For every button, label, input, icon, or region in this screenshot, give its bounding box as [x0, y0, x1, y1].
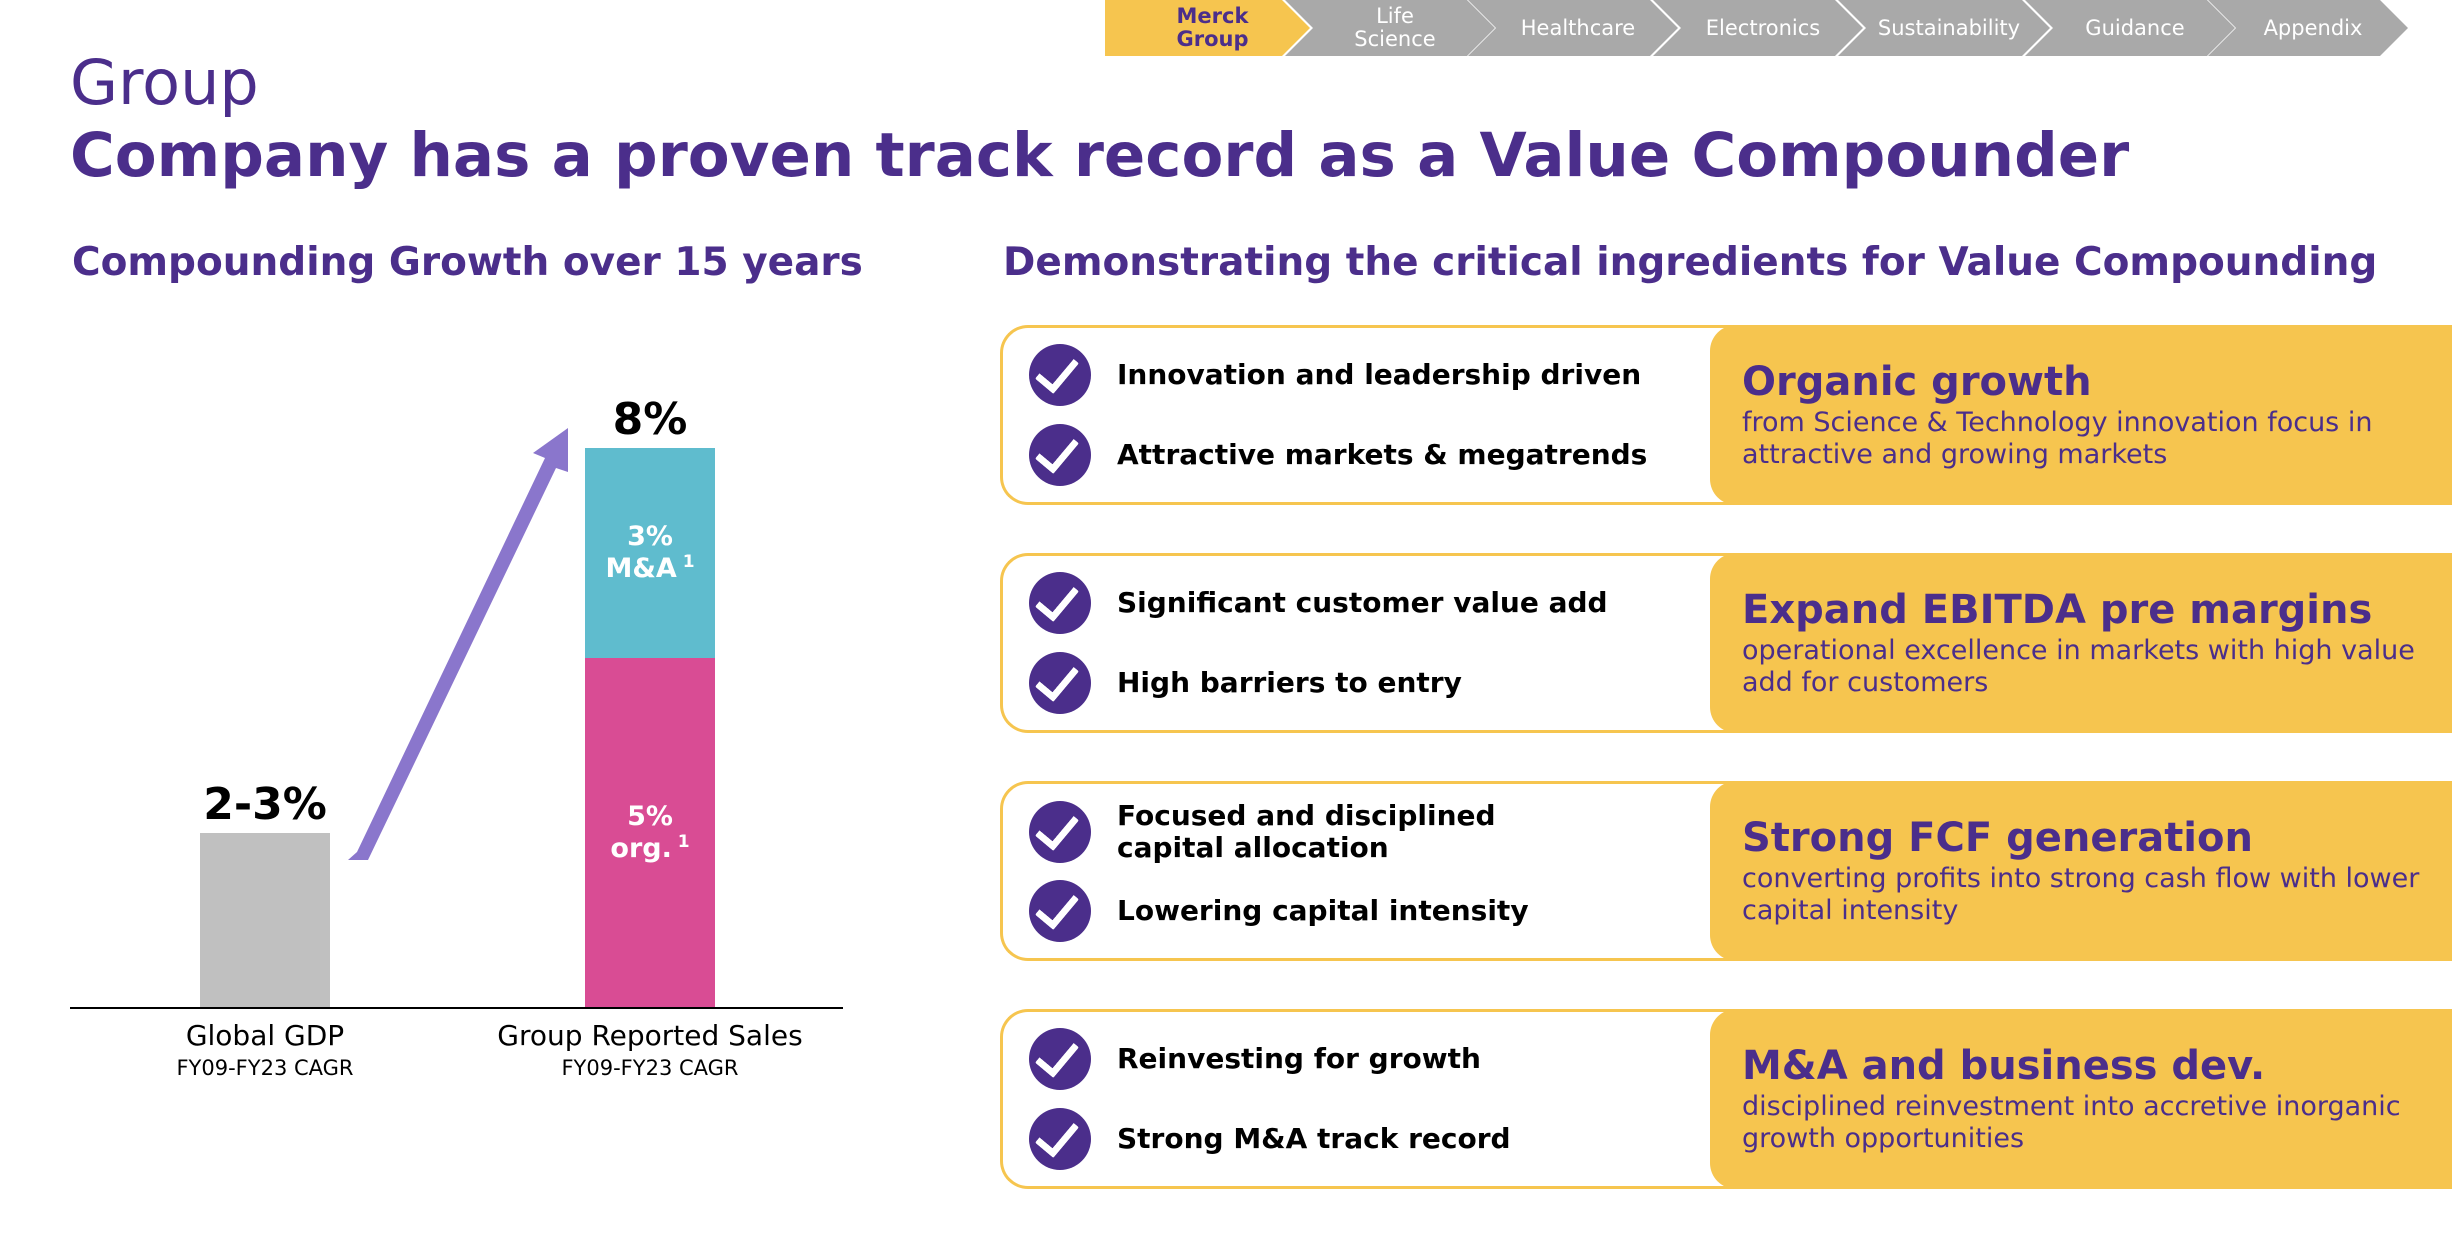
checkmark-icon [1029, 424, 1091, 486]
section-navigation: Merck Group Life Science Healthcare Electro… [1105, 0, 2410, 56]
ingredients-box: Reinvesting for growth Strong M&A track r… [1000, 1009, 1783, 1189]
nav-tab-label: Sustainability [1877, 15, 2021, 40]
result-box: Organic growth from Science & Technology … [1710, 325, 2452, 505]
nav-tab-merck-group[interactable]: Merck Group [1105, 0, 1310, 56]
bar-segment [200, 833, 330, 1008]
category-label: Global GDP [186, 1019, 344, 1052]
ingredient-item: Focused and disciplined capital allocati… [1029, 800, 1496, 864]
nav-tab-guidance[interactable]: Guidance [2025, 0, 2235, 56]
nav-tab-sustainability[interactable]: Sustainability [1838, 0, 2050, 56]
result-description: converting profits into strong cash flow… [1742, 863, 2420, 926]
checkmark-icon [1029, 344, 1091, 406]
nav-tab-electronics[interactable]: Electronics [1653, 0, 1863, 56]
category-label: Group Reported Sales [497, 1019, 802, 1052]
category-sublabel: FY09-FY23 CAGR [561, 1056, 738, 1080]
nav-tab-appendix[interactable]: Appendix [2208, 0, 2408, 56]
nav-tab-healthcare[interactable]: Healthcare [1468, 0, 1678, 56]
ingredient-label: Lowering capital intensity [1117, 894, 1529, 927]
ingredient-label: Innovation and leadership driven [1117, 358, 1642, 391]
ingredient-label: Attractive markets & megatrends [1117, 438, 1648, 471]
bar-total-label: 8% [613, 394, 688, 445]
result-box: Strong FCF generation converting profits … [1710, 781, 2452, 961]
result-description: operational excellence in markets with h… [1742, 635, 2415, 698]
ingredient-label: High barriers to entry [1117, 666, 1462, 699]
result-description: from Science & Technology innovation foc… [1742, 407, 2373, 470]
nav-tab-label: Electronics [1705, 15, 1821, 40]
ingredient-item: Reinvesting for growth [1029, 1028, 1481, 1090]
bar-segment [585, 448, 715, 658]
checkmark-icon [1029, 1108, 1091, 1170]
result-title: M&A and business dev. [1742, 1043, 2266, 1089]
ingredient-label: Reinvesting for growth [1117, 1042, 1481, 1075]
result-description: disciplined reinvestment into accretive … [1742, 1091, 2401, 1154]
bar-total-label: 2-3% [203, 779, 327, 830]
ingredient-item: Innovation and leadership driven [1029, 344, 1641, 406]
checkmark-icon [1029, 801, 1091, 863]
checkmark-icon [1029, 880, 1091, 942]
page-title: Company has a proven track record as a V… [70, 120, 2130, 191]
ingredients-subheading: Demonstrating the critical ingredients f… [1003, 240, 2378, 285]
ingredient-item: Strong M&A track record [1029, 1108, 1511, 1170]
nav-tab-label: Merck Group [1176, 4, 1249, 51]
result-box: M&A and business dev. disciplined reinves… [1710, 1009, 2452, 1189]
ingredient-item: Attractive markets & megatrends [1029, 424, 1647, 486]
ingredient-label: Focused and disciplined capital allocati… [1117, 799, 1496, 864]
result-title: Organic growth [1742, 359, 2092, 405]
checkmark-icon [1029, 652, 1091, 714]
nav-tab-label: Life Science [1354, 4, 1436, 51]
ingredient-label: Strong M&A track record [1117, 1122, 1511, 1155]
bar-segment [585, 658, 715, 1008]
ingredient-row: Focused and disciplined capital allocati… [1000, 781, 2452, 961]
ingredients-box: Focused and disciplined capital allocati… [1000, 781, 1783, 961]
category-sublabel: FY09-FY23 CAGR [176, 1056, 353, 1080]
section-label: Group [70, 46, 259, 119]
nav-tab-life-science[interactable]: Life Science [1285, 0, 1495, 56]
nav-tab-label: Healthcare [1520, 15, 1636, 40]
ingredient-label: Significant customer value add [1117, 586, 1608, 619]
result-box: Expand EBITDA pre margins operational exc… [1710, 553, 2452, 733]
ingredients-box: Innovation and leadership driven Attracti… [1000, 325, 1783, 505]
checkmark-icon [1029, 1028, 1091, 1090]
ingredient-row: Innovation and leadership driven Attracti… [1000, 325, 2452, 505]
result-title: Expand EBITDA pre margins [1742, 587, 2373, 633]
chart-subheading: Compounding Growth over 15 years [72, 240, 863, 285]
ingredient-item: Lowering capital intensity [1029, 880, 1529, 942]
growth-arrow [348, 428, 568, 860]
ingredient-row: Significant customer value add High barri… [1000, 553, 2452, 733]
checkmark-icon [1029, 572, 1091, 634]
growth-chart: 2-3% 5% org. 1 3% M&A 1 8% Global GDP FY09-FY23… [60, 380, 860, 1100]
ingredients-box: Significant customer value add High barri… [1000, 553, 1783, 733]
ingredient-item: High barriers to entry [1029, 652, 1462, 714]
ingredient-row: Reinvesting for growth Strong M&A track r… [1000, 1009, 2452, 1189]
nav-tab-label: Appendix [2263, 15, 2363, 40]
result-title: Strong FCF generation [1742, 815, 2253, 861]
nav-tab-label: Guidance [2085, 15, 2185, 40]
ingredient-item: Significant customer value add [1029, 572, 1608, 634]
